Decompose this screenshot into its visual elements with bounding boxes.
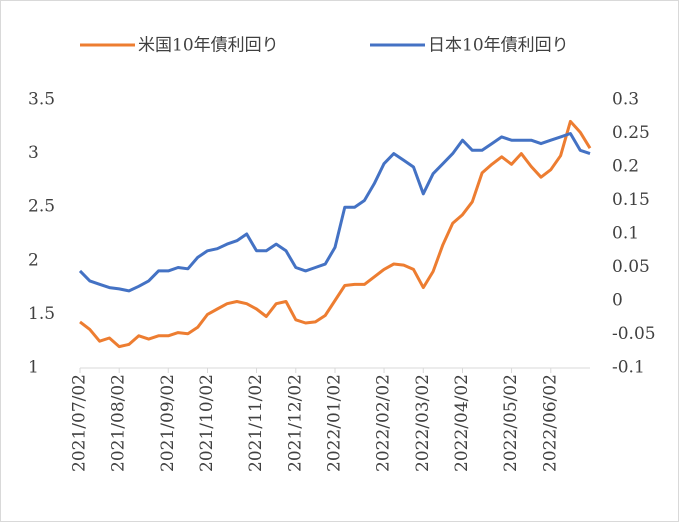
x-tick-label: 2021/10/02 (197, 374, 217, 472)
y2-tick-label: 0.2 (612, 157, 639, 177)
legend-label: 日本10年債利回り (428, 36, 569, 56)
y2-tick-label: 0.05 (612, 257, 650, 277)
y-tick-label: 2 (28, 250, 39, 270)
x-tick-label: 2022/02/02 (374, 374, 394, 472)
y2-tick-label: -0.1 (612, 358, 645, 378)
y2-tick-label: 0.25 (612, 123, 650, 143)
x-tick-label: 2021/09/02 (158, 374, 178, 472)
y-tick-label: 3 (28, 143, 39, 163)
x-tick-label: 2022/01/02 (325, 374, 345, 472)
x-tick-label: 2022/04/02 (452, 374, 472, 472)
y-tick-label: 1.5 (28, 304, 55, 324)
y2-tick-label: 0.1 (612, 224, 639, 244)
x-tick-label: 2022/06/02 (540, 374, 560, 472)
x-tick-label: 2021/12/02 (285, 374, 305, 472)
legend-label: 米国10年債利回り (138, 36, 279, 56)
y2-tick-label: 0 (612, 291, 623, 311)
x-tick-label: 2022/03/02 (413, 374, 433, 472)
y2-tick-label: -0.05 (612, 324, 656, 344)
y-tick-label: 3.5 (28, 90, 55, 110)
line-series (78, 132, 591, 293)
y-tick-label: 2.5 (28, 197, 55, 217)
y-tick-label: 1 (28, 358, 39, 378)
x-tick-label: 2022/05/02 (501, 374, 521, 472)
x-tick-label: 2021/11/02 (246, 374, 266, 472)
y2-tick-label: 0.3 (612, 90, 639, 110)
y2-tick-label: 0.15 (612, 190, 650, 210)
x-tick-label: 2021/07/02 (70, 374, 90, 472)
line-series (79, 119, 592, 349)
x-tick-label: 2021/08/02 (109, 374, 129, 472)
